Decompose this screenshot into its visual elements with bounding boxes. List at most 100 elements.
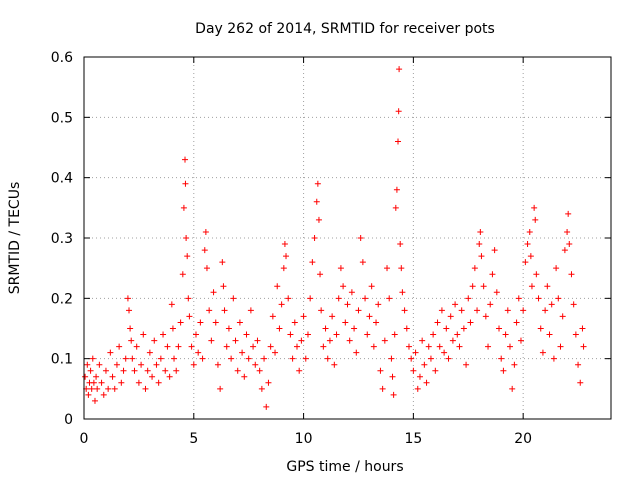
data-point [217, 385, 224, 392]
data-point [254, 337, 261, 344]
data-point [477, 228, 484, 235]
data-point [333, 331, 340, 338]
data-point [544, 283, 551, 290]
data-point [564, 228, 571, 235]
data-point [267, 343, 274, 350]
data-point [506, 343, 513, 350]
x-tick-label: 20 [514, 431, 532, 447]
data-point [414, 385, 421, 392]
data-point [250, 343, 257, 350]
data-point [527, 253, 534, 260]
data-point [511, 361, 518, 368]
data-point [230, 295, 237, 302]
data-point [182, 180, 189, 187]
data-point [535, 295, 542, 302]
data-point [318, 307, 325, 314]
data-point [351, 325, 358, 332]
data-point [90, 379, 97, 386]
data-point [180, 204, 187, 211]
data-point [366, 313, 373, 320]
data-point [482, 313, 489, 320]
data-point [423, 379, 430, 386]
data-point [296, 367, 303, 374]
data-point [395, 108, 402, 115]
data-point [272, 349, 279, 356]
data-point [120, 367, 127, 374]
data-point [355, 307, 362, 314]
data-point [247, 307, 254, 314]
y-tick-label: 0.6 [51, 50, 73, 66]
data-point [416, 373, 423, 380]
data-point [88, 385, 95, 392]
data-point [190, 361, 197, 368]
data-point [93, 373, 100, 380]
data-point [357, 235, 364, 241]
data-point [169, 325, 176, 332]
chart-title: Day 262 of 2014, SRMTID for receiver pot… [195, 21, 495, 37]
data-point [236, 319, 243, 326]
data-point [389, 373, 396, 380]
data-point [157, 355, 164, 362]
data-point [377, 367, 384, 374]
data-point [427, 355, 434, 362]
data-point [434, 319, 441, 326]
data-point [515, 295, 522, 302]
data-point [291, 319, 298, 326]
y-tick-label: 0.1 [51, 352, 73, 368]
data-point [177, 319, 184, 326]
data-point [432, 367, 439, 374]
data-point [281, 241, 288, 248]
data-point [109, 373, 116, 380]
data-point [107, 349, 114, 356]
data-point [412, 349, 419, 356]
data-point [183, 235, 190, 241]
data-point [373, 319, 380, 326]
data-point [166, 373, 173, 380]
data-point [337, 265, 344, 272]
data-point [441, 349, 448, 356]
data-point [212, 319, 219, 326]
data-point [487, 301, 494, 308]
data-point [430, 331, 437, 338]
data-point [522, 259, 529, 266]
data-points [82, 66, 587, 410]
data-point [474, 307, 481, 314]
data-point [346, 337, 353, 344]
data-point [206, 307, 213, 314]
data-point [184, 253, 191, 260]
data-point [111, 385, 118, 392]
data-point [98, 379, 105, 386]
data-point [287, 331, 294, 338]
data-point [517, 337, 524, 344]
data-point [315, 216, 322, 223]
data-point [579, 325, 586, 332]
data-point [460, 325, 467, 332]
data-point [208, 337, 215, 344]
data-point [274, 283, 281, 290]
data-point [144, 367, 151, 374]
data-point [509, 385, 516, 392]
data-point [575, 361, 582, 368]
data-point [392, 204, 399, 211]
data-point [359, 259, 366, 266]
data-point [532, 216, 539, 223]
data-point [126, 307, 133, 314]
data-point [131, 367, 138, 374]
y-tick-label: 0.4 [51, 171, 73, 187]
data-point [182, 156, 189, 163]
data-point [280, 265, 287, 272]
data-point [565, 210, 572, 217]
data-point [396, 66, 403, 73]
data-point [258, 385, 265, 392]
data-point [261, 355, 268, 362]
data-point [309, 259, 316, 266]
data-point [344, 301, 351, 308]
data-point [393, 186, 400, 193]
y-tick-label: 0.2 [51, 291, 73, 307]
data-point [94, 385, 101, 392]
data-point [160, 331, 167, 338]
data-point [116, 343, 123, 350]
data-point [135, 379, 142, 386]
data-point [452, 301, 459, 308]
